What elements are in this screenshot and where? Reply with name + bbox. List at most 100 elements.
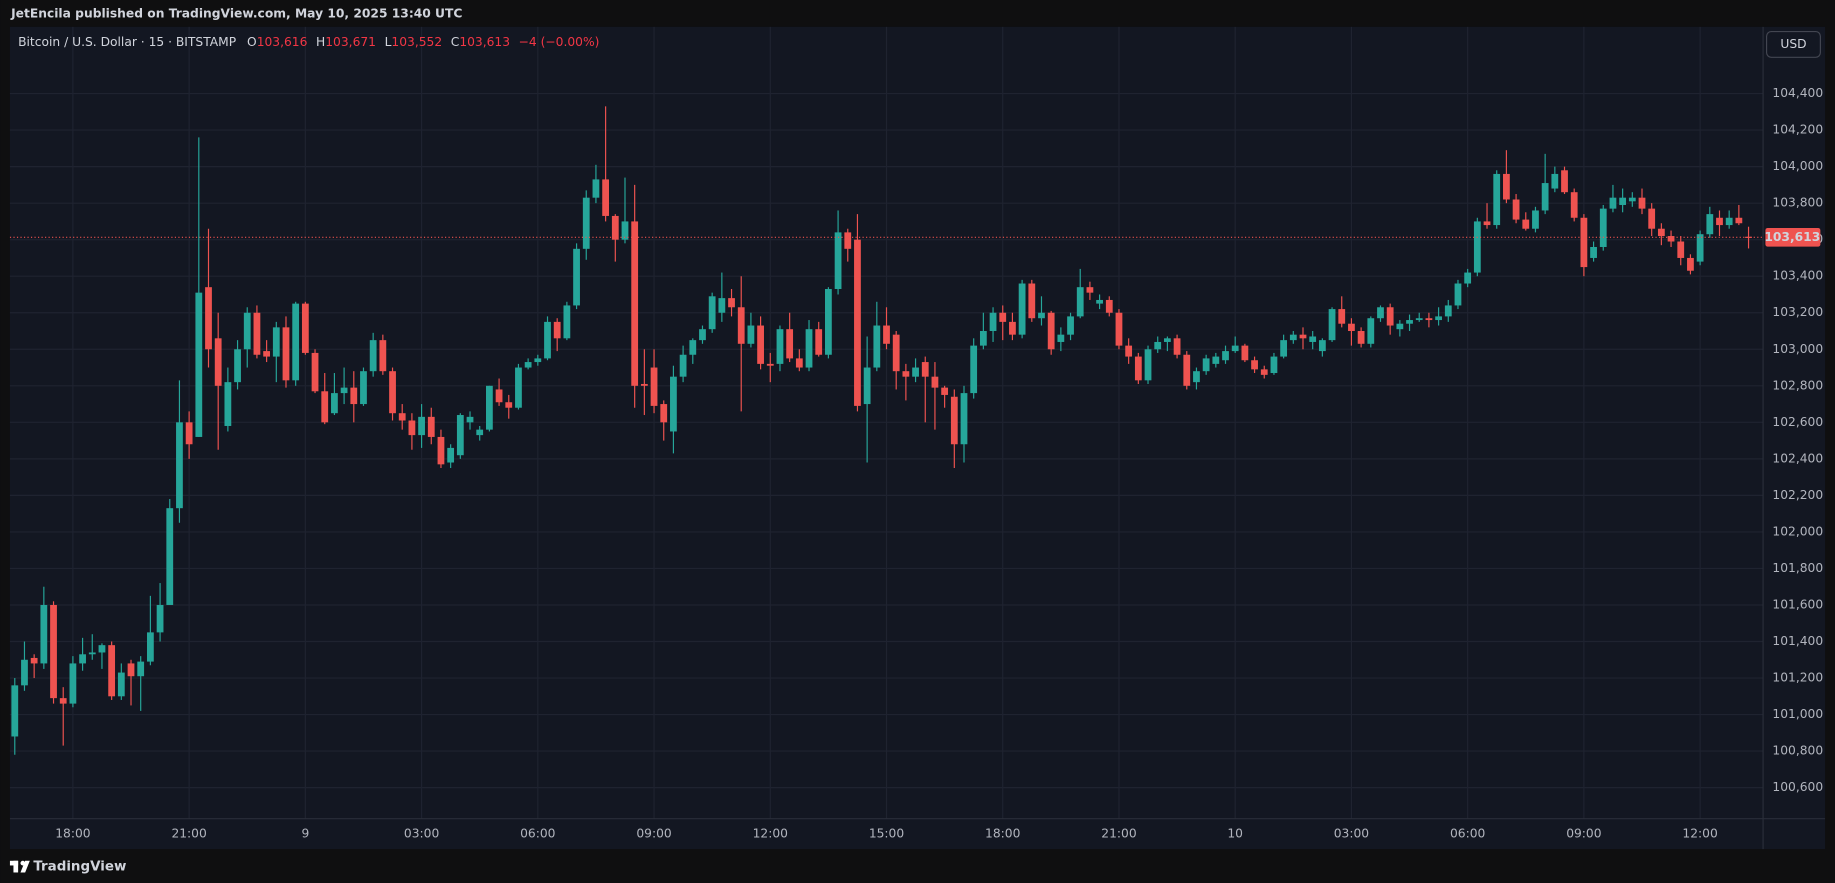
y-tick-label: 101,000 xyxy=(1772,707,1823,721)
last-price-box xyxy=(1765,227,1821,247)
footer-brand[interactable]: TradingView xyxy=(33,860,126,875)
currency[interactable]: USD xyxy=(1780,37,1806,51)
candle-body xyxy=(728,298,735,308)
candle-body xyxy=(892,334,900,372)
candle-body xyxy=(1532,210,1539,229)
candle-body xyxy=(1444,305,1452,317)
x-tick-label: 06:00 xyxy=(1450,826,1485,840)
candle-body xyxy=(1599,208,1607,247)
candle-body xyxy=(1105,299,1113,313)
candle-body xyxy=(292,303,300,381)
candle-body xyxy=(718,298,726,313)
footer-logo[interactable]: TradingView xyxy=(9,860,126,875)
candle-body xyxy=(1270,356,1278,374)
candle-body xyxy=(185,422,193,445)
grid xyxy=(9,26,1764,819)
y-tick-label: 100,600 xyxy=(1772,780,1823,794)
candle-body xyxy=(941,387,949,395)
candle-body xyxy=(263,351,271,357)
candle-body xyxy=(301,303,309,353)
y-tick-label: 102,600 xyxy=(1772,415,1823,429)
candle-body xyxy=(398,413,406,421)
candle-body xyxy=(757,325,764,364)
candle-body xyxy=(931,376,939,388)
candle-body xyxy=(815,329,823,355)
candle-body xyxy=(1183,354,1191,386)
candle-body xyxy=(485,385,493,430)
candle-body xyxy=(456,415,464,456)
candle-body xyxy=(699,329,706,341)
candle-body xyxy=(1154,341,1162,350)
candle-body xyxy=(1338,309,1346,324)
y-tick-label: 101,200 xyxy=(1772,671,1823,685)
candle-body xyxy=(1473,221,1481,273)
candle-body xyxy=(466,416,474,423)
candle-body xyxy=(360,371,367,405)
candle-body xyxy=(1260,369,1268,375)
candle-body xyxy=(1038,312,1045,319)
candle-body xyxy=(1280,340,1288,357)
publisher: JetEncila published on TradingView.com, … xyxy=(10,7,462,21)
candle-body xyxy=(1541,183,1549,211)
candle-body xyxy=(1057,334,1065,342)
candle-body xyxy=(883,325,890,344)
candle-body xyxy=(195,292,203,437)
currency-button[interactable]: USD xyxy=(1765,30,1821,58)
candle-body xyxy=(243,312,251,350)
y-tick-label: 104,400 xyxy=(1772,86,1823,100)
candle-body xyxy=(1318,340,1326,352)
candle-body xyxy=(50,604,57,699)
low-label: L xyxy=(385,35,392,49)
candle-body xyxy=(59,698,67,704)
candle-body xyxy=(1357,331,1365,344)
currency-box[interactable] xyxy=(1765,30,1821,58)
candle-body xyxy=(127,663,135,677)
candle-body xyxy=(1493,173,1501,226)
candle-body xyxy=(582,197,590,249)
x-tick-label: 21:00 xyxy=(171,826,206,840)
candle-body xyxy=(611,215,619,240)
candle-body xyxy=(408,420,416,436)
candle-body xyxy=(1367,318,1375,344)
candle-body xyxy=(1745,236,1752,238)
candle-body xyxy=(621,221,629,240)
x-tick-label: 09:00 xyxy=(636,826,671,840)
candle-body xyxy=(1609,197,1617,209)
candle-body xyxy=(108,645,116,697)
candle-body xyxy=(1425,318,1433,321)
candle-body xyxy=(1115,312,1123,346)
candle-body xyxy=(40,604,48,664)
candle-body xyxy=(1464,272,1472,284)
candle-body xyxy=(553,321,561,339)
candle-body xyxy=(1377,307,1384,319)
candle-body xyxy=(1086,287,1094,293)
candle-body xyxy=(350,387,358,405)
y-tick-label: 103,000 xyxy=(1772,342,1823,356)
axes: 100,600 100,800 101,000 101,200 101,400 101,6… xyxy=(55,86,1823,840)
candle-body xyxy=(544,321,551,359)
candle-body xyxy=(573,248,580,306)
candle-body xyxy=(495,389,503,403)
candle-body xyxy=(1590,246,1597,258)
candle-body xyxy=(505,402,513,408)
candle-body xyxy=(321,391,329,423)
candle-body xyxy=(1696,234,1704,262)
candle-body xyxy=(825,288,832,355)
candle-body xyxy=(1735,217,1743,224)
candle-body xyxy=(437,436,445,465)
candle-body xyxy=(563,305,571,339)
close-label: C xyxy=(451,35,460,49)
candle-body xyxy=(1018,283,1026,335)
candle-body xyxy=(156,604,164,633)
x-tick-label: 03:00 xyxy=(404,826,439,840)
high-label: H xyxy=(316,35,325,49)
candle-body xyxy=(1309,336,1317,342)
last-price-label: 103,613 xyxy=(1764,230,1820,244)
y-tick-label: 103,200 xyxy=(1772,305,1823,319)
candle-body xyxy=(1638,197,1646,209)
candle-body xyxy=(1096,299,1103,304)
candle-body xyxy=(766,363,774,366)
candle-body xyxy=(979,331,987,346)
